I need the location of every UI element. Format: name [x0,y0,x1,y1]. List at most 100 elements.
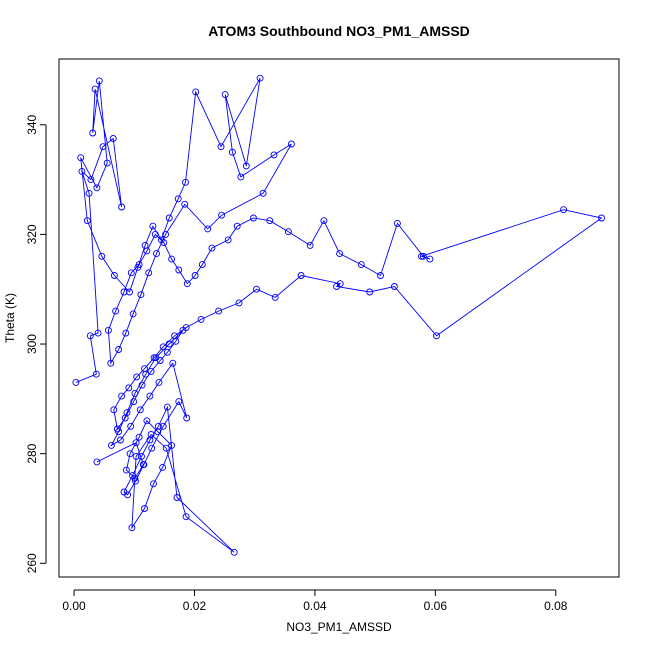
data-point [115,346,123,353]
data-point [165,214,173,222]
data-point [320,217,328,225]
data-point [433,332,440,340]
data-point [165,340,173,348]
data-point [179,326,187,334]
data-point [135,433,143,441]
data-point [149,222,157,230]
y-tick-label: 340 [25,114,39,134]
data-point [393,219,401,227]
data-point [138,452,145,460]
data-point [284,228,292,236]
data-point [135,261,143,269]
data-point [107,359,115,367]
data-point [390,283,398,290]
data-point [182,178,189,186]
data-point [142,370,150,378]
data-point [153,250,160,258]
data-point [183,414,191,422]
data-point [259,189,267,197]
data-point [136,406,144,414]
data-point [175,398,183,406]
data-point [163,403,171,411]
data-point [118,392,126,400]
data-point [99,143,107,151]
x-tick-label: 0.06 [424,599,448,613]
data-point [418,252,425,260]
data-point [598,214,605,222]
plot-frame [58,58,620,578]
data-point [224,236,232,244]
plot-area [72,74,605,556]
data-point [150,480,157,488]
y-tick-label: 320 [25,224,39,244]
data-point [78,167,86,175]
data-point [126,450,134,458]
data-point [126,288,133,296]
data-point [192,88,200,96]
data-point [148,444,156,452]
data-point [141,505,148,512]
x-tick-label: 0.00 [62,599,86,613]
y-tick-label: 300 [25,334,39,354]
data-point [143,247,151,255]
data-point [175,266,183,274]
data-point [146,392,154,400]
data-point [93,458,101,466]
data-point [217,143,225,151]
data-point [132,439,140,447]
data-point [123,409,131,417]
y-axis-label: Theta (K) [3,293,17,343]
data-point [86,332,94,340]
chart-title: ATOM3 Southbound NO3_PM1_AMSSD [208,23,470,39]
data-point [419,252,427,260]
data-point [122,329,130,337]
data-point [160,239,168,247]
data-point [77,154,85,162]
data-point [253,285,260,293]
data-point [95,77,103,85]
data-point [228,148,236,156]
data-point [139,461,147,469]
data-point [230,548,238,556]
data-point [237,173,245,181]
data-point [270,151,278,159]
data-point [266,217,274,225]
data-point [130,398,138,406]
data-point [377,272,384,279]
data-point [150,354,158,362]
data-point [155,378,163,386]
data-point [118,203,126,211]
data-point [122,466,130,474]
data-point [162,444,170,452]
x-axis-label: NO3_PM1_AMSSD [286,620,392,634]
data-point [154,428,162,436]
x-tick-label: 0.04 [303,599,327,613]
data-point [98,252,106,260]
data-point [233,222,241,230]
data-point [169,359,177,367]
data-point [366,288,374,296]
data-point [297,272,305,279]
data-point [116,436,124,444]
data-point [89,129,97,137]
data-point [163,348,171,356]
data-point [107,441,115,449]
data-point [287,140,295,148]
x-tick-label: 0.08 [544,599,568,613]
data-point [72,378,80,386]
data-point [147,431,155,438]
data-point [83,217,91,225]
data-point [137,291,145,299]
data-point [218,211,226,219]
data-point [204,225,212,233]
data-point [127,269,135,277]
data-point [112,307,120,315]
data-point [109,135,117,142]
y-tick-label: 280 [25,443,39,463]
data-point [560,206,568,214]
x-axis: 0.00 0.02 0.04 0.06 0.08 [62,589,568,613]
data-point [208,244,216,252]
data-point [94,329,102,337]
data-point [91,85,99,93]
